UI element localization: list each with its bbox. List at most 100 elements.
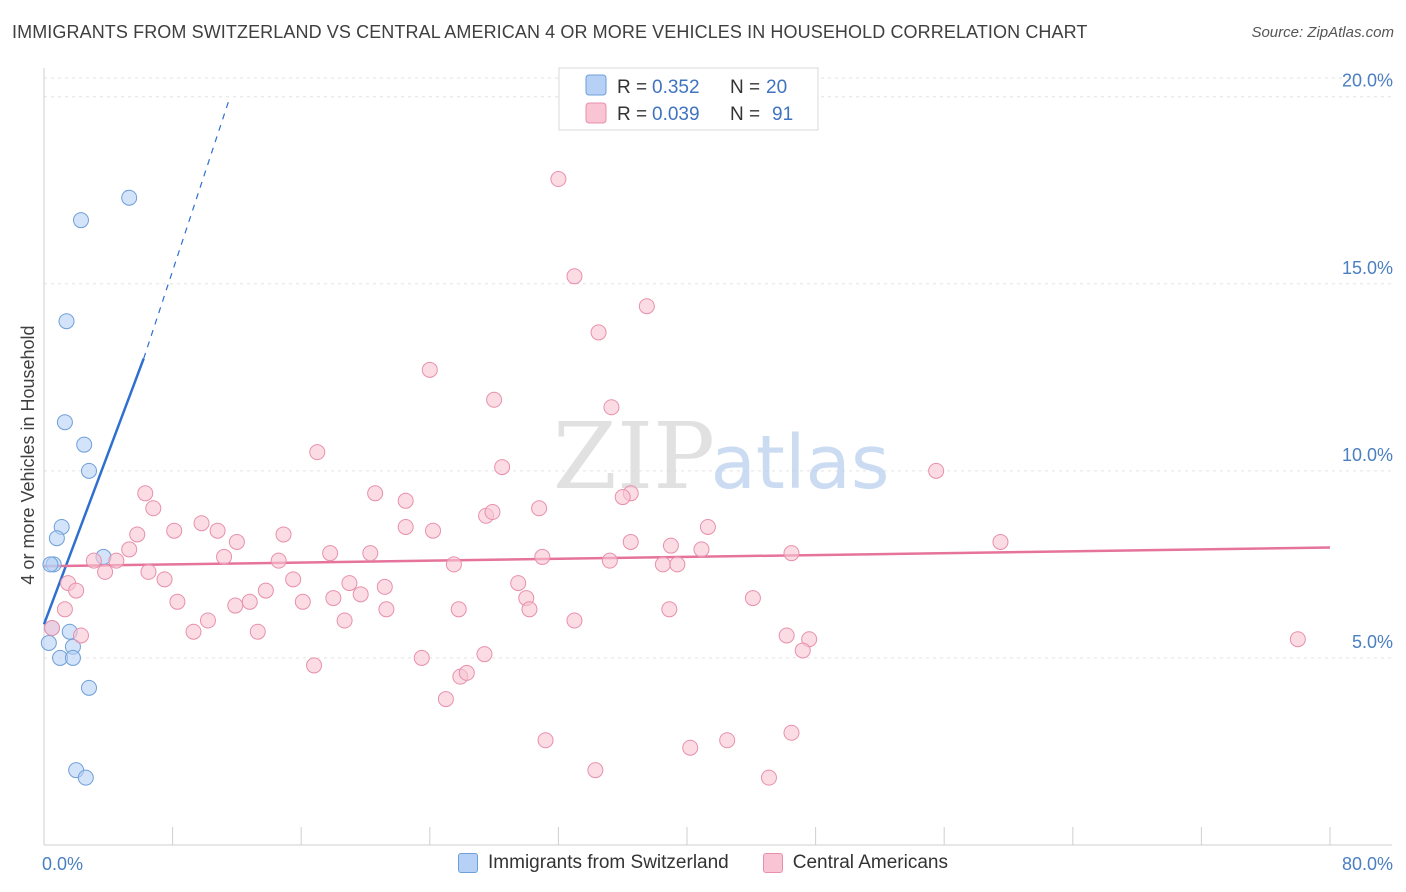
point-s1-14 xyxy=(397,492,414,509)
point-s1-69 xyxy=(336,612,353,629)
point-s1-7 xyxy=(309,444,326,461)
point-s0-13 xyxy=(40,634,57,651)
point-s1-29 xyxy=(662,537,679,554)
legend-n-label-2: N = xyxy=(730,104,760,125)
point-s1-45 xyxy=(97,563,114,580)
point-s1-51 xyxy=(510,575,527,592)
point-s1-9 xyxy=(928,462,945,479)
point-s1-68 xyxy=(199,612,216,629)
series-legend-item-switzerland: Immigrants from Switzerland xyxy=(458,852,729,874)
point-s1-24 xyxy=(166,522,183,539)
point-s1-25 xyxy=(209,522,226,539)
point-s1-36 xyxy=(85,552,102,569)
trend-lines xyxy=(42,100,1331,625)
point-s1-41 xyxy=(601,552,618,569)
legend-swatch-central-americans xyxy=(585,102,607,124)
data-points xyxy=(40,171,1306,786)
point-s1-39 xyxy=(270,552,287,569)
point-s1-8 xyxy=(494,459,511,476)
point-s1-44 xyxy=(669,556,686,573)
point-s1-0 xyxy=(550,171,567,188)
point-s1-19 xyxy=(193,515,210,532)
point-s1-89 xyxy=(682,739,699,756)
gridlines xyxy=(44,77,1392,659)
point-s1-54 xyxy=(257,582,274,599)
trend-line-1 xyxy=(43,546,1331,568)
point-s1-6 xyxy=(603,399,620,416)
trend-line-0 xyxy=(42,358,145,625)
point-s1-27 xyxy=(228,533,245,550)
point-s1-84 xyxy=(437,691,454,708)
point-s0-0 xyxy=(121,189,138,206)
y-tick-label-3: 20.0% xyxy=(1342,71,1393,91)
legend-r-value-2: 0.039 xyxy=(652,104,700,125)
point-s1-3 xyxy=(590,324,607,341)
point-s0-19 xyxy=(77,769,94,786)
tick-labels: 5.0% 10.0% 15.0% 20.0% 0.0% 80.0% xyxy=(42,71,1393,874)
point-s0-1 xyxy=(72,212,89,229)
point-s1-82 xyxy=(306,657,323,674)
point-s1-78 xyxy=(794,642,811,659)
point-s1-90 xyxy=(760,769,777,786)
point-s1-40 xyxy=(534,548,551,565)
point-s1-22 xyxy=(699,518,716,535)
point-s1-71 xyxy=(185,623,202,640)
point-s1-55 xyxy=(352,586,369,603)
point-s1-34 xyxy=(693,541,710,558)
point-s0-3 xyxy=(56,414,73,431)
point-s1-88 xyxy=(587,762,604,779)
point-s1-20 xyxy=(397,518,414,535)
point-s1-59 xyxy=(294,593,311,610)
point-s1-18 xyxy=(484,504,501,521)
chart-title: IMMIGRANTS FROM SWITZERLAND VS CENTRAL A… xyxy=(12,22,1088,42)
point-s0-10 xyxy=(42,556,59,573)
point-s1-74 xyxy=(44,619,61,636)
point-s1-23 xyxy=(129,526,146,543)
point-s1-50 xyxy=(341,575,358,592)
point-s1-31 xyxy=(121,541,138,558)
point-s1-49 xyxy=(156,571,173,588)
point-s1-70 xyxy=(566,612,583,629)
point-s1-73 xyxy=(72,627,89,644)
series-swatch-switzerland xyxy=(458,853,479,873)
point-s1-4 xyxy=(421,361,438,378)
point-s1-21 xyxy=(425,522,442,539)
source-credit: Source: ZipAtlas.com xyxy=(1251,24,1394,41)
point-s1-64 xyxy=(450,601,467,618)
point-s1-32 xyxy=(322,545,339,562)
watermark-atlas: atlas xyxy=(711,420,890,506)
point-s1-37 xyxy=(108,552,125,569)
point-s1-58 xyxy=(241,593,258,610)
series-name-switzerland: Immigrants from Switzerland xyxy=(488,852,729,873)
point-s1-38 xyxy=(216,548,233,565)
point-s1-28 xyxy=(622,533,639,550)
point-s1-65 xyxy=(521,601,538,618)
y-axis-title: 4 or more Vehicles in Household xyxy=(18,325,38,584)
legend-r-value-1: 0.352 xyxy=(652,77,700,98)
series-swatch-central-americans xyxy=(762,853,783,873)
series-legend-item-central-americans: Central Americans xyxy=(762,852,948,874)
legend: R = 0.352 N = 20 R = 0.039 N = 91 xyxy=(558,67,819,131)
point-s1-85 xyxy=(537,732,554,749)
legend-n-label-1: N = xyxy=(730,77,760,98)
point-s1-1 xyxy=(566,268,583,285)
point-s1-87 xyxy=(783,724,800,741)
point-s1-2 xyxy=(638,298,655,315)
point-s1-77 xyxy=(1289,631,1306,648)
point-s1-67 xyxy=(56,601,73,618)
y-tick-label-1: 10.0% xyxy=(1342,445,1393,465)
point-s0-4 xyxy=(76,436,93,453)
point-s1-43 xyxy=(654,556,671,573)
point-s1-5 xyxy=(486,391,503,408)
legend-r-label-2: R = xyxy=(617,104,647,125)
point-s1-33 xyxy=(362,545,379,562)
point-s1-35 xyxy=(783,545,800,562)
point-s0-5 xyxy=(81,462,98,479)
legend-swatch-switzerland xyxy=(585,74,607,96)
y-tick-label-0: 5.0% xyxy=(1352,632,1393,652)
point-s1-56 xyxy=(325,590,342,607)
legend-n-value-1: 20 xyxy=(766,77,787,98)
point-s1-26 xyxy=(275,526,292,543)
point-s0-2 xyxy=(58,313,75,330)
